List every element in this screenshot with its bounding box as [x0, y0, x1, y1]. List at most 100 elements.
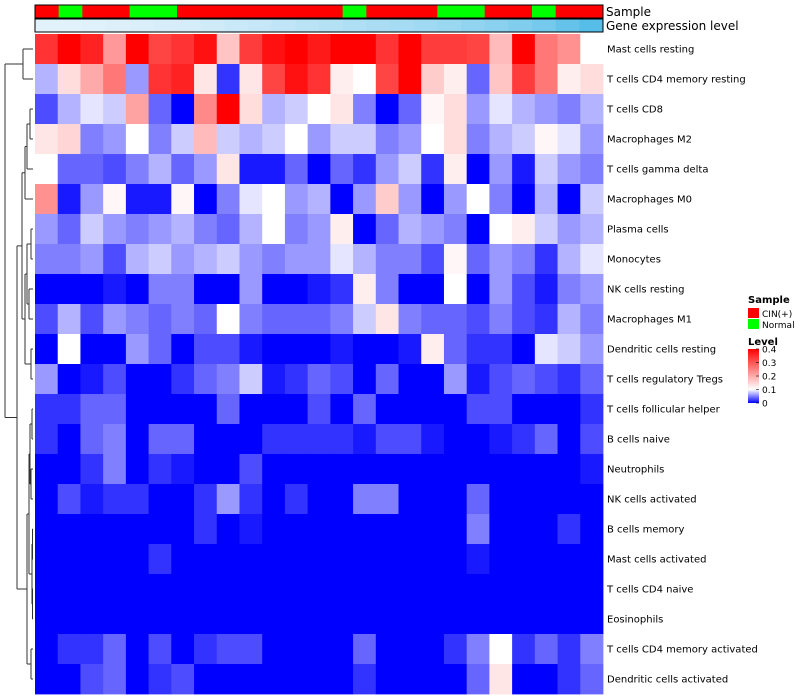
- heatmap-cell: [466, 304, 490, 335]
- heatmap-cell: [262, 124, 286, 155]
- gene-expression-annotation-cell: [366, 19, 391, 32]
- gene-expression-annotation-cell: [200, 19, 225, 32]
- heatmap-cell: [580, 544, 604, 575]
- gene-expression-annotation-cell: [58, 19, 83, 32]
- heatmap-cell: [171, 454, 195, 485]
- heatmap-cell: [512, 154, 536, 185]
- heatmap-cell: [80, 424, 104, 455]
- heatmap-cell: [330, 574, 354, 605]
- heatmap-cell: [216, 424, 240, 455]
- heatmap-cell: [489, 184, 513, 215]
- heatmap-cell: [171, 34, 195, 65]
- heatmap-cell: [466, 274, 490, 305]
- row-label: Mast cells activated: [607, 555, 706, 566]
- sample-legend-swatch: [748, 319, 759, 329]
- heatmap-cell: [398, 94, 422, 125]
- heatmap-cell: [194, 274, 218, 305]
- heatmap-cell: [398, 394, 422, 425]
- heatmap-cell: [35, 394, 59, 425]
- heatmap-cell: [443, 664, 468, 695]
- heatmap-cell: [125, 664, 149, 695]
- heatmap-cell: [103, 124, 127, 155]
- heatmap-cell: [284, 394, 309, 425]
- heatmap-cell: [307, 424, 331, 455]
- heatmap-cell: [534, 454, 558, 485]
- row-dendrogram: [4, 48, 33, 680]
- heatmap-cell: [375, 514, 399, 545]
- heatmap-cell: [443, 634, 468, 665]
- heatmap-cell: [148, 334, 172, 365]
- heatmap-cell: [580, 304, 604, 335]
- heatmap-cell: [421, 484, 445, 515]
- gene-expression-annotation-cell: [484, 19, 509, 32]
- heatmap-cell: [375, 634, 399, 665]
- heatmap-cell: [80, 544, 104, 575]
- heatmap-cell: [35, 154, 59, 185]
- gene-expression-annotation-cell: [153, 19, 178, 32]
- heatmap-cell: [239, 514, 263, 545]
- heatmap-cell: [57, 634, 81, 665]
- sample-annotation-cell: [342, 5, 367, 18]
- heatmap-cell: [534, 664, 558, 695]
- heatmap-cell: [171, 154, 195, 185]
- heatmap-cell: [466, 604, 490, 635]
- heatmap-cell: [239, 214, 263, 245]
- heatmap-cell: [421, 34, 445, 65]
- sample-annotation-cell: [390, 5, 415, 18]
- heatmap-cell: [216, 604, 240, 635]
- heatmap-cell: [421, 124, 445, 155]
- heatmap-cell: [353, 244, 377, 275]
- heatmap-cell: [80, 334, 104, 365]
- heatmap-cell: [421, 64, 445, 95]
- heatmap-cell: [239, 364, 263, 395]
- heatmap-cell: [148, 184, 172, 215]
- heatmap-cell: [171, 424, 195, 455]
- heatmap-cell: [353, 514, 377, 545]
- heatmap-cell: [35, 34, 59, 65]
- heatmap-cell: [80, 394, 104, 425]
- heatmap-cell: [466, 544, 490, 575]
- row-label: Eosinophils: [607, 615, 663, 626]
- heatmap-cell: [557, 484, 581, 515]
- heatmap-cell: [171, 94, 195, 125]
- heatmap-cell: [239, 574, 263, 605]
- sample-legend-label: Normal: [762, 321, 795, 331]
- gene-expression-annotation-cell: [508, 19, 533, 32]
- heatmap-cell: [103, 364, 127, 395]
- heatmap-cell: [421, 184, 445, 215]
- heatmap-cell: [534, 184, 558, 215]
- row-label: NK cells resting: [607, 285, 684, 296]
- heatmap-cell: [375, 154, 399, 185]
- heatmap-cell: [216, 124, 240, 155]
- sample-annotation-cell: [484, 5, 509, 18]
- heatmap-cell: [489, 664, 513, 695]
- heatmap-cell: [171, 664, 195, 695]
- heatmap-cell: [557, 574, 581, 605]
- heatmap-cell: [194, 574, 218, 605]
- heatmap-cell: [398, 244, 422, 275]
- heatmap-cell: [103, 664, 127, 695]
- heatmap-cell: [375, 334, 399, 365]
- heatmap-cell: [80, 94, 104, 125]
- heatmap-cell: [398, 604, 422, 635]
- heatmap-cell: [398, 124, 422, 155]
- heatmap-cell: [216, 484, 240, 515]
- heatmap-cell: [307, 94, 331, 125]
- heatmap-cell: [489, 604, 513, 635]
- heatmap-cell: [443, 94, 468, 125]
- heatmap-cell: [443, 514, 468, 545]
- heatmap-cell: [194, 94, 218, 125]
- heatmap-cell: [103, 424, 127, 455]
- gene-expression-annotation-cell: [532, 19, 557, 32]
- heatmap-cell: [103, 544, 127, 575]
- heatmap-cell: [512, 514, 536, 545]
- heatmap-cell: [307, 604, 331, 635]
- heatmap-cell: [171, 394, 195, 425]
- heatmap-cell: [239, 544, 263, 575]
- row-label: T cells regulatory Tregs: [606, 375, 723, 386]
- heatmap-cell: [35, 574, 59, 605]
- sample-annotation-cell: [177, 5, 202, 18]
- heatmap-cell: [398, 454, 422, 485]
- heatmap-cell: [580, 664, 604, 695]
- gene-expression-annotation-cell: [271, 19, 296, 32]
